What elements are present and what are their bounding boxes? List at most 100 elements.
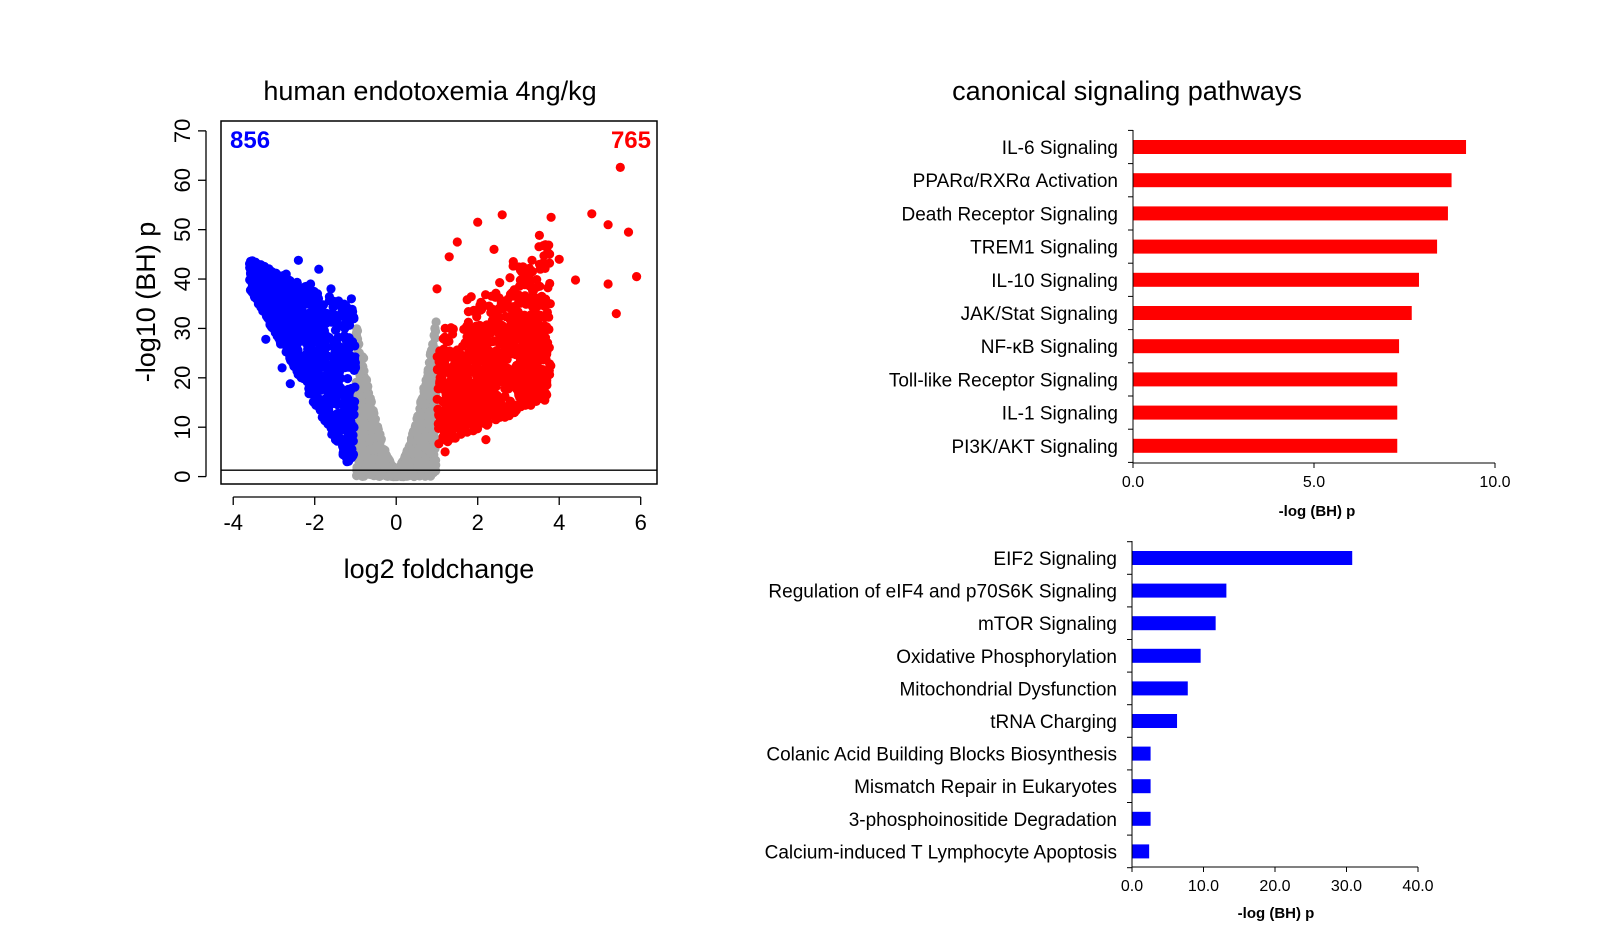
data-point [513, 388, 524, 398]
down-point [349, 422, 359, 432]
down-point [343, 343, 353, 353]
down-point [344, 390, 354, 400]
up-point [475, 305, 486, 315]
nonsig-point [361, 463, 372, 473]
category-label: Toll-like Receptor Signaling [889, 370, 1118, 391]
data-point [430, 323, 440, 333]
up-point [542, 367, 552, 377]
bar [1132, 746, 1151, 761]
data-point [302, 373, 312, 383]
nonsig-point [365, 445, 375, 455]
up-point [482, 404, 492, 414]
down-point [341, 335, 351, 345]
up-point [435, 346, 445, 356]
up-point [515, 298, 525, 308]
bar [1133, 206, 1448, 221]
up-point [528, 286, 538, 296]
down-point [283, 312, 293, 322]
downregulated-category-labels: EIF2 Signaling Regulation of eIF4 and p70… [765, 549, 1117, 863]
up-point [483, 382, 493, 392]
x-tick-label: 4 [553, 510, 565, 535]
down-point [289, 342, 299, 352]
up-point [500, 384, 510, 394]
data-point [273, 309, 283, 319]
upregulated-x-axis-label: -log (BH) p [1279, 503, 1356, 520]
up-point [471, 347, 481, 357]
nonsig-point [425, 447, 435, 457]
up-point [541, 354, 551, 364]
data-point [310, 395, 320, 405]
x-tick-label: 2 [472, 510, 484, 535]
down-point [327, 313, 338, 323]
data-point [587, 209, 597, 219]
up-point [527, 255, 537, 265]
up-point [475, 320, 485, 330]
volcano-points [249, 162, 642, 479]
up-point [529, 374, 539, 384]
down-point [343, 374, 353, 384]
up-point [511, 324, 521, 334]
up-point [432, 364, 442, 374]
data-point [505, 338, 515, 348]
up-point [476, 385, 486, 395]
x-tick-label: 0.0 [1122, 474, 1144, 491]
up-point [540, 263, 550, 273]
up-point [534, 230, 545, 240]
data-point [432, 284, 442, 294]
data-point [326, 284, 336, 294]
up-point [451, 378, 461, 388]
down-point [340, 413, 350, 423]
category-label: IL-6 Signaling [1002, 138, 1118, 159]
down-point [346, 398, 356, 408]
up-point [514, 290, 524, 300]
upregulated-category-labels: IL-6 Signaling PPARα/RXRα Activation Death… [889, 138, 1118, 458]
y-tick-label: 60 [170, 168, 195, 192]
up-point [469, 305, 479, 315]
category-label: Mismatch Repair in Eukaryotes [854, 777, 1117, 798]
up-point [543, 247, 553, 257]
down-point [255, 291, 265, 301]
down-point [345, 430, 355, 440]
x-tick-label: 0 [390, 510, 402, 535]
data-point [632, 272, 642, 282]
nonsig-point [426, 471, 436, 481]
down-point [316, 328, 326, 338]
category-label: PI3K/AKT Signaling [951, 437, 1118, 458]
down-point [266, 321, 276, 331]
up-point [526, 347, 536, 358]
up-point [536, 329, 546, 339]
up-point [501, 311, 511, 322]
x-tick-label: 5.0 [1303, 474, 1325, 491]
nonsig-point [358, 383, 368, 393]
nonsig-point [424, 407, 434, 417]
upregulated-bars [1133, 140, 1467, 453]
down-point [344, 320, 355, 330]
down-point [304, 339, 314, 349]
up-point [528, 333, 538, 343]
down-point [321, 318, 331, 328]
down-point [262, 283, 272, 293]
category-label: Death Receptor Signaling [901, 204, 1118, 225]
bar [1133, 372, 1398, 387]
bar [1133, 173, 1452, 188]
category-label: Calcium-induced T Lymphocyte Apoptosis [765, 842, 1117, 863]
category-label: mTOR Signaling [978, 614, 1117, 635]
up-point [460, 339, 470, 349]
bar [1132, 551, 1353, 565]
up-point [466, 292, 476, 302]
up-point [507, 302, 517, 312]
down-point [322, 364, 332, 374]
data-point [383, 462, 393, 472]
bar [1133, 140, 1467, 154]
up-point [520, 400, 531, 410]
downregulated-axes: 0.0 10.0 20.0 30.0 40.0 [1121, 541, 1434, 895]
down-point [321, 376, 331, 386]
bar [1132, 681, 1188, 696]
up-point [471, 339, 482, 349]
bar [1133, 239, 1438, 254]
up-point [512, 369, 522, 379]
bar [1132, 779, 1151, 794]
category-label: IL-10 Signaling [991, 271, 1118, 292]
down-point [324, 292, 334, 302]
down-point [312, 369, 322, 379]
